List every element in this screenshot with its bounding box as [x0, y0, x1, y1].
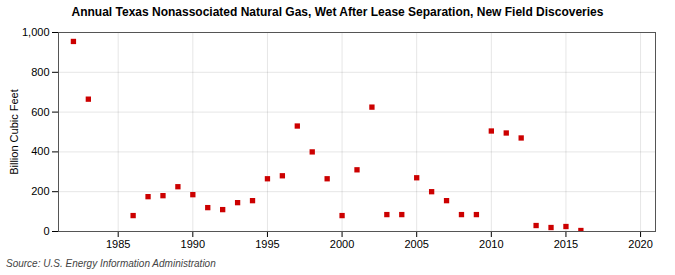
- svg-text:Billion Cubic Feet: Billion Cubic Feet: [8, 89, 20, 175]
- svg-text:2000: 2000: [330, 238, 354, 250]
- svg-text:2010: 2010: [479, 238, 503, 250]
- svg-text:0: 0: [43, 225, 49, 237]
- svg-text:2020: 2020: [628, 238, 652, 250]
- svg-text:1990: 1990: [181, 238, 205, 250]
- svg-text:2005: 2005: [404, 238, 428, 250]
- svg-text:2015: 2015: [554, 238, 578, 250]
- svg-text:1,000: 1,000: [22, 26, 50, 38]
- svg-text:1995: 1995: [255, 238, 279, 250]
- svg-text:600: 600: [31, 106, 49, 118]
- svg-text:400: 400: [31, 145, 49, 157]
- svg-text:1985: 1985: [106, 238, 130, 250]
- svg-text:200: 200: [31, 185, 49, 197]
- html-text:Source: U.S. Energy Informatio: Source: U.S. Energy Information Administ…: [6, 258, 216, 269]
- html-text:Annual Texas Nonassociated Nat: Annual Texas Nonassociated Natural Gas, …: [71, 5, 604, 19]
- svg-text:800: 800: [31, 66, 49, 78]
